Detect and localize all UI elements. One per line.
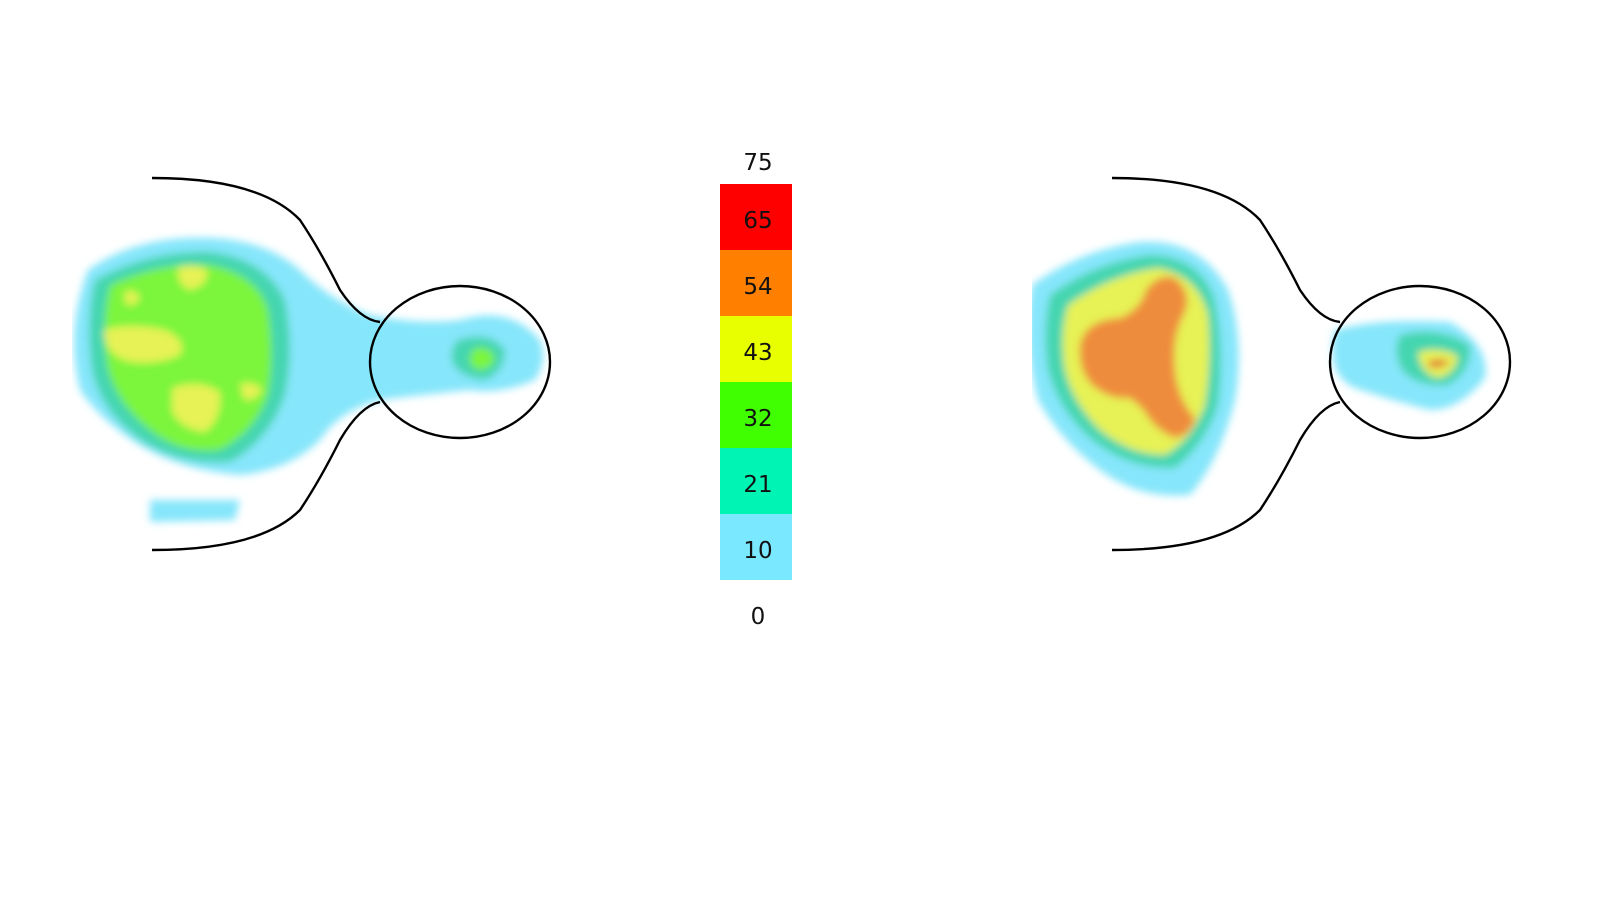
colorbar-tick-label: 0 — [750, 604, 766, 630]
heat-spot-yellow-5 — [240, 382, 262, 400]
colorbar-swatch — [720, 382, 792, 448]
heat-hotspot-orange — [1079, 276, 1195, 438]
colorbar-swatch — [720, 184, 792, 250]
heat-spot-yellow-2 — [172, 383, 221, 432]
colorbar-tick-label: 21 — [743, 472, 773, 498]
heat-hotspot-red-head — [1428, 360, 1450, 368]
colorbar-tick-label: 65 — [743, 208, 773, 234]
colorbar-tick-label: 54 — [743, 274, 773, 300]
colorbar-swatch — [720, 514, 792, 580]
heat-region-right — [1032, 241, 1486, 496]
colorbar-swatch — [720, 316, 792, 382]
colorbar-tick-label: 43 — [743, 340, 773, 366]
heat-layer-green — [104, 264, 272, 451]
colorbar-tick-label: 32 — [743, 406, 773, 432]
heat-spot-yellow-3 — [177, 265, 208, 290]
colorbar-swatch — [720, 448, 792, 514]
colorbar-swatch — [720, 250, 792, 316]
body-outline-left — [151, 176, 552, 552]
heat-region-left — [74, 237, 544, 522]
heat-layer-green-head — [469, 347, 495, 370]
heatmap-panel-left — [74, 176, 552, 552]
heat-spot-yellow-1 — [104, 326, 183, 363]
colorbar-tick-label: 10 — [743, 538, 773, 564]
heat-layer-cyan-strip — [150, 500, 240, 522]
heatmap-panel-right — [1032, 176, 1512, 552]
heat-spot-yellow-4 — [124, 290, 140, 306]
colorbar-tick-label: 75 — [743, 150, 773, 176]
body-outline-right — [1111, 176, 1512, 552]
